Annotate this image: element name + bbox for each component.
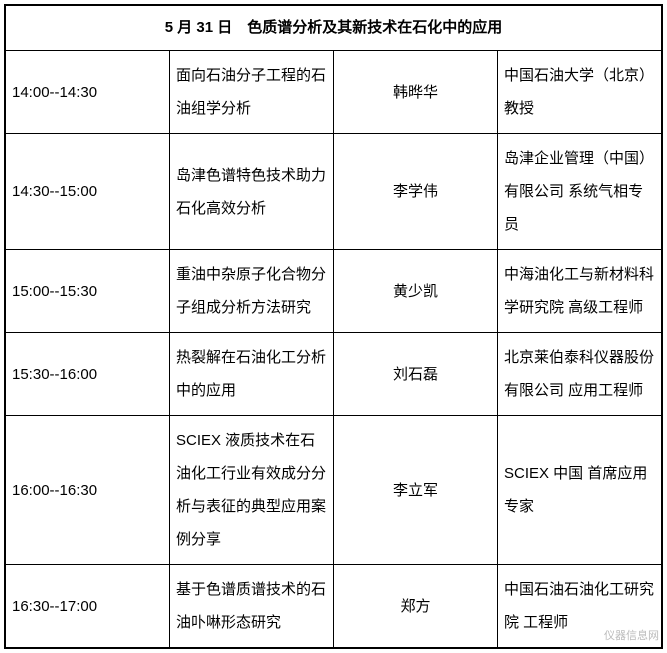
table-row: 14:00--14:30 面向石油分子工程的石油组学分析 韩晔华 中国石油大学（… [6,51,662,134]
cell-time: 15:30--16:00 [6,333,170,416]
cell-time: 14:00--14:30 [6,51,170,134]
table-row: 15:30--16:00 热裂解在石油化工分析中的应用 刘石磊 北京莱伯泰科仪器… [6,333,662,416]
table-title: 5 月 31 日 色质谱分析及其新技术在石化中的应用 [6,6,662,51]
table-row: 16:30--17:00 基于色谱质谱技术的石油卟啉形态研究 郑方 中国石油石油… [6,565,662,648]
cell-topic: SCIEX 液质技术在石油化工行业有效成分分析与表征的典型应用案例分享 [170,416,334,565]
cell-topic: 岛津色谱特色技术助力石化高效分析 [170,134,334,250]
cell-topic: 基于色谱质谱技术的石油卟啉形态研究 [170,565,334,648]
cell-time: 14:30--15:00 [6,134,170,250]
schedule-table: 5 月 31 日 色质谱分析及其新技术在石化中的应用 14:00--14:30 … [5,5,662,648]
cell-speaker: 李立军 [334,416,498,565]
cell-affil: 北京莱伯泰科仪器股份有限公司 应用工程师 [498,333,662,416]
table-row: 14:30--15:00 岛津色谱特色技术助力石化高效分析 李学伟 岛津企业管理… [6,134,662,250]
cell-affil: 中海油化工与新材料科学研究院 高级工程师 [498,250,662,333]
schedule-table-wrap: 5 月 31 日 色质谱分析及其新技术在石化中的应用 14:00--14:30 … [4,4,663,649]
cell-topic: 热裂解在石油化工分析中的应用 [170,333,334,416]
cell-speaker: 李学伟 [334,134,498,250]
cell-affil: 中国石油大学（北京）教授 [498,51,662,134]
cell-time: 16:30--17:00 [6,565,170,648]
cell-speaker: 郑方 [334,565,498,648]
cell-speaker: 韩晔华 [334,51,498,134]
cell-topic: 重油中杂原子化合物分子组成分析方法研究 [170,250,334,333]
cell-time: 16:00--16:30 [6,416,170,565]
cell-speaker: 黄少凯 [334,250,498,333]
header-row: 5 月 31 日 色质谱分析及其新技术在石化中的应用 [6,6,662,51]
table-row: 15:00--15:30 重油中杂原子化合物分子组成分析方法研究 黄少凯 中海油… [6,250,662,333]
cell-affil: SCIEX 中国 首席应用专家 [498,416,662,565]
cell-affil: 中国石油石油化工研究院 工程师 [498,565,662,648]
cell-time: 15:00--15:30 [6,250,170,333]
cell-affil: 岛津企业管理（中国）有限公司 系统气相专员 [498,134,662,250]
cell-topic: 面向石油分子工程的石油组学分析 [170,51,334,134]
table-row: 16:00--16:30 SCIEX 液质技术在石油化工行业有效成分分析与表征的… [6,416,662,565]
cell-speaker: 刘石磊 [334,333,498,416]
